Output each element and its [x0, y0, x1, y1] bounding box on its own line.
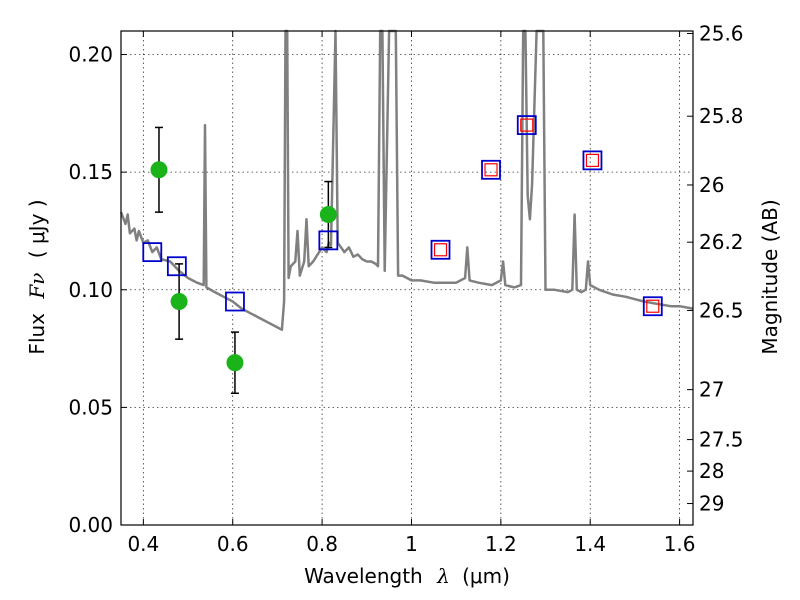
y-tick-label: 0.10 — [68, 278, 113, 302]
x-tick-label: 1 — [405, 532, 418, 556]
observed-point — [150, 161, 168, 179]
y-axis-title: Flux Fν ( μJy ) — [25, 199, 49, 354]
x-tick-label: 0.4 — [127, 532, 159, 556]
y2-tick-label: 26.2 — [699, 230, 744, 254]
model-point — [430, 239, 451, 260]
y2-tick-label: 27 — [699, 378, 724, 402]
y2-tick-label: 25.6 — [699, 22, 744, 46]
model-point — [318, 230, 339, 251]
x-axis-title: Wavelength λ (μm) — [304, 564, 510, 588]
y-tick-label: 0.05 — [68, 395, 113, 419]
observed-point — [226, 354, 244, 372]
sed-line — [119, 29, 694, 332]
model-point — [481, 159, 501, 180]
model-point — [142, 242, 163, 263]
y2-tick-label: 25.8 — [699, 104, 744, 128]
model-inner-point — [646, 299, 660, 313]
y-tick-label: 0.00 — [68, 513, 113, 537]
model-inner-point — [433, 243, 448, 257]
x-tick-label: 1.2 — [485, 532, 517, 556]
x-tick-label: 1.6 — [664, 532, 696, 556]
observed-point — [170, 293, 188, 311]
model-point — [166, 256, 187, 277]
y2-tick-label: 26 — [699, 173, 724, 197]
y2-tick-label: 29 — [699, 492, 724, 516]
model-inner-point — [520, 118, 534, 132]
y-tick-label: 0.15 — [68, 160, 113, 184]
x-tick-label: 0.8 — [306, 532, 338, 556]
y2-tick-label: 27.5 — [699, 428, 744, 452]
y2-tick-label: 26.5 — [699, 298, 744, 322]
marker-layer — [142, 115, 663, 372]
model-inner-point — [585, 153, 600, 167]
model-point — [516, 115, 537, 135]
y2-tick-label: 28 — [699, 459, 724, 483]
y2-axis-title: Magnitude (AB) — [758, 199, 782, 354]
errorbar-layer — [154, 126, 333, 395]
tick-layer: 0.4 0.6 0.8 1 1.2 1.4 1.6 0.00 0.05 0.10 0.15 0.20 2… — [68, 22, 743, 556]
observed-point — [319, 205, 337, 223]
sed-layer — [119, 29, 694, 332]
model-point — [642, 296, 663, 317]
x-tick-label: 1.4 — [574, 532, 606, 556]
plot-frame — [120, 30, 694, 526]
model-point — [582, 150, 603, 171]
y-tick-label: 0.20 — [68, 43, 113, 67]
x-tick-label: 0.6 — [217, 532, 249, 556]
model-point — [225, 291, 245, 312]
model-inner-point — [484, 163, 498, 177]
